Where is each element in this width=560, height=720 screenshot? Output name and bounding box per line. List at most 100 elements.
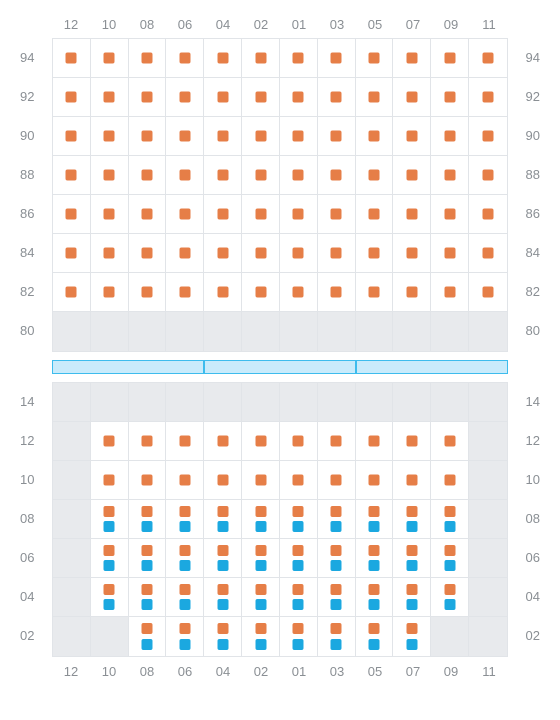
seat-cell[interactable] bbox=[356, 156, 394, 195]
seat-cell[interactable] bbox=[318, 539, 356, 578]
seat-cell[interactable] bbox=[242, 578, 280, 617]
seat-cell[interactable] bbox=[242, 273, 280, 312]
seat-cell[interactable] bbox=[204, 156, 242, 195]
seat-cell[interactable] bbox=[393, 312, 431, 351]
seat-cell[interactable] bbox=[242, 422, 280, 461]
seat-cell[interactable] bbox=[280, 578, 318, 617]
seat-cell[interactable] bbox=[356, 461, 394, 500]
seat-cell[interactable] bbox=[431, 500, 469, 539]
seat-cell[interactable] bbox=[129, 273, 167, 312]
seat-cell[interactable] bbox=[318, 578, 356, 617]
seat-cell[interactable] bbox=[129, 234, 167, 273]
seat-cell[interactable] bbox=[129, 422, 167, 461]
seat-cell[interactable] bbox=[393, 117, 431, 156]
seat-cell[interactable] bbox=[356, 539, 394, 578]
seat-cell[interactable] bbox=[356, 422, 394, 461]
seat-cell[interactable] bbox=[356, 78, 394, 117]
seat-cell[interactable] bbox=[204, 312, 242, 351]
seat-cell[interactable] bbox=[431, 461, 469, 500]
seat-cell[interactable] bbox=[393, 461, 431, 500]
seat-cell[interactable] bbox=[242, 234, 280, 273]
seat-cell[interactable] bbox=[129, 578, 167, 617]
seat-cell[interactable] bbox=[431, 273, 469, 312]
seat-cell[interactable] bbox=[242, 195, 280, 234]
seat-cell[interactable] bbox=[129, 195, 167, 234]
seat-cell[interactable] bbox=[431, 234, 469, 273]
seat-cell[interactable] bbox=[242, 461, 280, 500]
seat-cell[interactable] bbox=[242, 500, 280, 539]
seat-cell[interactable] bbox=[393, 39, 431, 78]
seat-cell[interactable] bbox=[431, 539, 469, 578]
seat-cell[interactable] bbox=[280, 156, 318, 195]
seat-cell[interactable] bbox=[469, 156, 507, 195]
seat-cell[interactable] bbox=[356, 273, 394, 312]
seat-cell[interactable] bbox=[242, 312, 280, 351]
seat-cell[interactable] bbox=[204, 578, 242, 617]
seat-cell[interactable] bbox=[318, 156, 356, 195]
seat-cell[interactable] bbox=[166, 539, 204, 578]
seat-cell[interactable] bbox=[91, 578, 129, 617]
seat-cell[interactable] bbox=[393, 500, 431, 539]
seat-cell[interactable] bbox=[356, 234, 394, 273]
seat-cell[interactable] bbox=[204, 234, 242, 273]
seat-cell[interactable] bbox=[356, 578, 394, 617]
seat-cell[interactable] bbox=[469, 312, 507, 351]
seat-cell[interactable] bbox=[91, 156, 129, 195]
seat-cell[interactable] bbox=[393, 539, 431, 578]
seat-cell[interactable] bbox=[280, 500, 318, 539]
seat-cell[interactable] bbox=[91, 500, 129, 539]
seat-cell[interactable] bbox=[53, 78, 91, 117]
seat-cell[interactable] bbox=[166, 578, 204, 617]
seat-cell[interactable] bbox=[356, 117, 394, 156]
seat-cell[interactable] bbox=[318, 312, 356, 351]
seat-cell[interactable] bbox=[204, 273, 242, 312]
seat-cell[interactable] bbox=[166, 39, 204, 78]
seat-cell[interactable] bbox=[242, 117, 280, 156]
seat-cell[interactable] bbox=[91, 195, 129, 234]
seat-cell[interactable] bbox=[129, 39, 167, 78]
seat-cell[interactable] bbox=[469, 234, 507, 273]
seat-cell[interactable] bbox=[129, 78, 167, 117]
seat-cell[interactable] bbox=[166, 273, 204, 312]
seat-cell[interactable] bbox=[129, 312, 167, 351]
seat-cell[interactable] bbox=[242, 539, 280, 578]
seat-cell[interactable] bbox=[204, 617, 242, 656]
seat-cell[interactable] bbox=[204, 539, 242, 578]
seat-cell[interactable] bbox=[129, 461, 167, 500]
seat-cell[interactable] bbox=[393, 195, 431, 234]
seat-cell[interactable] bbox=[53, 156, 91, 195]
seat-cell[interactable] bbox=[129, 156, 167, 195]
seat-cell[interactable] bbox=[318, 461, 356, 500]
seat-cell[interactable] bbox=[318, 117, 356, 156]
seat-cell[interactable] bbox=[53, 273, 91, 312]
seat-cell[interactable] bbox=[204, 500, 242, 539]
seat-cell[interactable] bbox=[166, 617, 204, 656]
seat-cell[interactable] bbox=[166, 234, 204, 273]
seat-cell[interactable] bbox=[129, 117, 167, 156]
seat-cell[interactable] bbox=[393, 422, 431, 461]
seat-cell[interactable] bbox=[431, 578, 469, 617]
seat-cell[interactable] bbox=[469, 78, 507, 117]
seat-cell[interactable] bbox=[166, 500, 204, 539]
seat-cell[interactable] bbox=[91, 461, 129, 500]
seat-cell[interactable] bbox=[166, 422, 204, 461]
seat-cell[interactable] bbox=[166, 461, 204, 500]
seat-cell[interactable] bbox=[393, 234, 431, 273]
seat-cell[interactable] bbox=[393, 578, 431, 617]
seat-cell[interactable] bbox=[53, 312, 91, 351]
seat-cell[interactable] bbox=[280, 312, 318, 351]
seat-cell[interactable] bbox=[242, 39, 280, 78]
seat-cell[interactable] bbox=[166, 156, 204, 195]
seat-cell[interactable] bbox=[318, 422, 356, 461]
seat-cell[interactable] bbox=[53, 39, 91, 78]
seat-cell[interactable] bbox=[242, 617, 280, 656]
seat-cell[interactable] bbox=[280, 39, 318, 78]
seat-cell[interactable] bbox=[166, 78, 204, 117]
seat-cell[interactable] bbox=[280, 461, 318, 500]
seat-cell[interactable] bbox=[469, 39, 507, 78]
seat-cell[interactable] bbox=[318, 617, 356, 656]
seat-cell[interactable] bbox=[280, 234, 318, 273]
seat-cell[interactable] bbox=[318, 234, 356, 273]
seat-cell[interactable] bbox=[129, 500, 167, 539]
seat-cell[interactable] bbox=[91, 539, 129, 578]
